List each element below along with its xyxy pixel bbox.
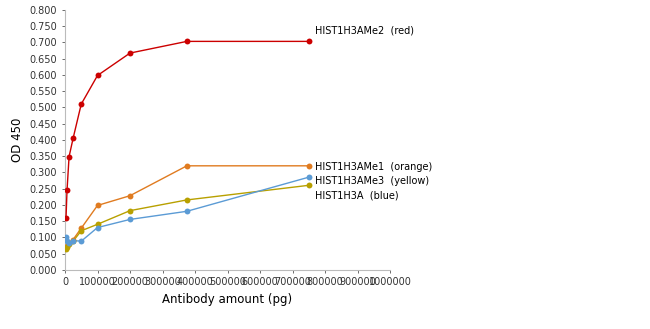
Point — [181, 163, 192, 168]
Point — [304, 163, 314, 168]
Y-axis label: OD 450: OD 450 — [11, 118, 24, 162]
Point — [181, 39, 192, 44]
Point — [304, 183, 314, 188]
Text: HIST1H3AMe2  (red): HIST1H3AMe2 (red) — [315, 26, 414, 36]
Point — [125, 193, 135, 198]
Point — [76, 101, 86, 107]
X-axis label: Antibody amount (pg): Antibody amount (pg) — [162, 293, 292, 306]
Point — [125, 217, 135, 222]
Point — [61, 245, 72, 250]
Point — [62, 188, 72, 193]
Point — [76, 226, 86, 231]
Point — [181, 209, 192, 214]
Point — [62, 243, 72, 249]
Point — [304, 175, 314, 180]
Point — [68, 237, 78, 242]
Point — [62, 239, 72, 244]
Point — [76, 228, 86, 234]
Text: HIST1H3AMe1  (orange): HIST1H3AMe1 (orange) — [315, 163, 432, 172]
Point — [61, 235, 72, 240]
Point — [64, 240, 74, 246]
Point — [304, 39, 314, 44]
Point — [64, 240, 74, 246]
Text: HIST1H3A  (blue): HIST1H3A (blue) — [315, 190, 399, 200]
Point — [125, 50, 135, 56]
Point — [92, 203, 103, 208]
Point — [92, 222, 103, 227]
Point — [92, 73, 103, 78]
Point — [64, 154, 74, 159]
Point — [92, 225, 103, 230]
Point — [68, 238, 78, 243]
Point — [76, 239, 86, 244]
Point — [62, 244, 72, 250]
Point — [61, 215, 72, 220]
Point — [125, 208, 135, 213]
Point — [61, 246, 72, 251]
Text: HIST1H3AMe3  (yellow): HIST1H3AMe3 (yellow) — [315, 176, 430, 187]
Point — [68, 136, 78, 141]
Point — [181, 197, 192, 203]
Point — [64, 242, 74, 247]
Point — [68, 239, 78, 244]
